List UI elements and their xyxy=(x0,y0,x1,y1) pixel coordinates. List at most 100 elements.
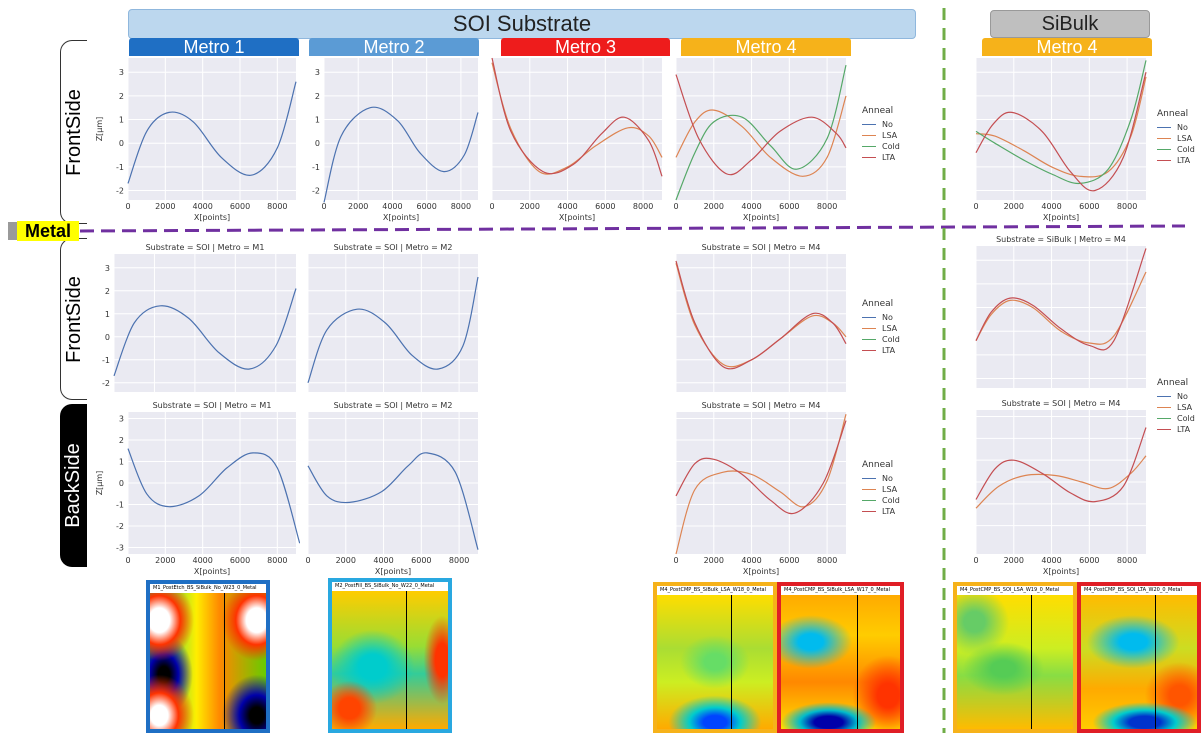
heatmap-metro4-lsa-w18: M4_PostCMP_BS_SiBulk_LSA_W18_0_Metal xyxy=(653,582,777,733)
y-tick-label: 3 xyxy=(315,68,320,77)
x-tick-label: 2000 xyxy=(348,202,368,211)
series-line-no xyxy=(307,452,479,550)
x-tick-label: 2000 xyxy=(155,556,175,565)
legend-item-lta: LTA xyxy=(882,346,896,355)
x-tick-label: 2000 xyxy=(704,556,724,565)
y-tick-label: -1 xyxy=(102,356,110,365)
x-tick-label: 4000 xyxy=(192,202,212,211)
side-tab-backside: BackSide xyxy=(60,404,87,567)
chart-title: Substrate = SOI | Metro = M2 xyxy=(334,243,453,252)
legend-title: Anneal xyxy=(862,460,894,470)
heatmap-caption: M4_PostCMP_BS_SOI_LTA_W20_0_Metal xyxy=(1081,586,1197,595)
x-tick-label: 4000 xyxy=(373,556,393,565)
x-tick-label: 4000 xyxy=(1041,556,1061,565)
legend-title: Anneal xyxy=(1157,378,1189,388)
heatmap-image xyxy=(781,595,900,729)
x-axis-label: X[points] xyxy=(383,213,419,222)
y-tick-label: -1 xyxy=(116,163,124,172)
metro-tab-2-label: Metro 2 xyxy=(363,36,425,57)
series-line-no xyxy=(323,106,479,203)
legend-row1-sibulk: Anneal No LSA Cold LTA xyxy=(1157,109,1195,166)
legend-item-no: No xyxy=(882,313,893,322)
legend-item-lsa: LSA xyxy=(1177,403,1193,412)
heatmap-divider xyxy=(857,595,859,729)
chart-backside-sibulk: 0 2000 4000 6000 8000 X[points] Substrate = SO… xyxy=(973,399,1147,576)
series-line-no xyxy=(307,276,479,383)
chart-metal-frontside-sibulk: Substrate = SiBulk | Metro = M4 xyxy=(975,235,1147,388)
legend-item-lta: LTA xyxy=(1177,425,1191,434)
x-tick-label: 6000 xyxy=(1079,202,1099,211)
x-tick-label: 8000 xyxy=(451,202,471,211)
y-axis-label: Z[µm] xyxy=(95,117,104,142)
y-tick-label: -2 xyxy=(102,379,110,388)
chart-title: Substrate = SOI | Metro = M4 xyxy=(1002,399,1121,408)
x-tick-label: 0 xyxy=(673,202,678,211)
x-tick-label: 2000 xyxy=(1004,556,1024,565)
legend-item-lsa: LSA xyxy=(1177,134,1193,143)
heatmap-caption: M4_PostCMP_BS_SiBulk_LSA_W18_0_Metal xyxy=(657,586,773,595)
metal-divider-line xyxy=(79,224,1186,233)
x-tick-label: 0 xyxy=(973,556,978,565)
y-tick-label: 0 xyxy=(315,139,320,148)
x-tick-label: 0 xyxy=(305,556,310,565)
legend-item-lsa: LSA xyxy=(882,485,898,494)
soi-substrate-label: SOI Substrate xyxy=(452,11,592,36)
metal-label: Metal xyxy=(17,221,79,241)
plot-area xyxy=(676,58,846,200)
y-tick-label: 0 xyxy=(119,139,124,148)
x-tick-label: 6000 xyxy=(416,202,436,211)
heatmap-caption: M4_PostCMP_BS_SOI_LSA_W19_0_Metal xyxy=(957,586,1073,595)
legend-item-lta: LTA xyxy=(882,507,896,516)
x-tick-label: 0 xyxy=(973,202,978,211)
legend-item-cold: Cold xyxy=(882,142,900,151)
x-tick-label: 2000 xyxy=(520,202,540,211)
heatmap-caption: M2_PostFill_BS_SiBulk_No_W22_0_Metal xyxy=(332,582,448,591)
heatmap-metro2: M2_PostFill_BS_SiBulk_No_W22_0_Metal xyxy=(328,578,452,733)
plot-area xyxy=(128,58,296,200)
x-axis-label: X[points] xyxy=(1043,567,1079,576)
plot-area xyxy=(676,254,846,392)
x-tick-label: 6000 xyxy=(779,202,799,211)
metro-tab-1: Metro 1 xyxy=(129,37,299,57)
y-tick-label: 2 xyxy=(315,92,320,101)
x-tick-label: 8000 xyxy=(267,556,287,565)
legend-item-no: No xyxy=(1177,123,1188,132)
heatmap-metro4-lsa-w17: M4_PostCMP_BS_SiBulk_LSA_W17_0_Metal xyxy=(777,582,904,733)
series-line-lta xyxy=(975,72,1147,192)
heatmap-image xyxy=(957,595,1073,729)
y-tick-label: -2 xyxy=(116,522,124,531)
legend-row2-metro4: Anneal No LSA Cold LTA xyxy=(862,299,900,356)
x-tick-label: 4000 xyxy=(1041,202,1061,211)
y-tick-label: 1 xyxy=(119,116,124,125)
series-line-lta xyxy=(491,57,663,177)
heatmap-divider xyxy=(731,595,733,729)
series-line-lta xyxy=(975,427,1147,503)
x-tick-label: 4000 xyxy=(741,556,761,565)
x-tick-label: 0 xyxy=(125,556,130,565)
heatmap-caption: M4_PostCMP_BS_SiBulk_LSA_W17_0_Metal xyxy=(781,586,900,595)
y-tick-label: -2 xyxy=(116,187,124,196)
chart-frontside-metro1: 0 2000 4000 6000 8000 -2 -1 0 1 2 3 X[points] Z[µm] xyxy=(95,58,297,222)
series-line-no xyxy=(127,81,297,184)
x-axis-label: X[points] xyxy=(194,213,230,222)
y-tick-label: 0 xyxy=(105,333,110,342)
legend-item-no: No xyxy=(882,120,893,129)
plot-area xyxy=(308,254,478,392)
x-axis-label: X[points] xyxy=(375,567,411,576)
heatmap-image xyxy=(657,595,773,729)
legend-title: Anneal xyxy=(1157,109,1189,119)
chart-title: Substrate = SOI | Metro = M4 xyxy=(702,401,821,410)
plot-area xyxy=(976,246,1146,388)
chart-title: Substrate = SOI | Metro = M2 xyxy=(334,401,453,410)
y-tick-label: 1 xyxy=(119,457,124,466)
y-tick-label: 3 xyxy=(119,414,124,423)
x-axis-label: X[points] xyxy=(1043,213,1079,222)
metro-tab-3: Metro 3 xyxy=(501,37,670,57)
legend-item-cold: Cold xyxy=(882,496,900,505)
chart-frontside-metro4: 0 2000 4000 6000 8000 X[points] xyxy=(673,58,847,222)
metro-tab-2: Metro 2 xyxy=(309,36,479,57)
x-tick-label: 6000 xyxy=(230,556,250,565)
x-tick-label: 4000 xyxy=(741,202,761,211)
metal-label-text: Metal xyxy=(24,220,71,241)
y-tick-label: 0 xyxy=(119,479,124,488)
